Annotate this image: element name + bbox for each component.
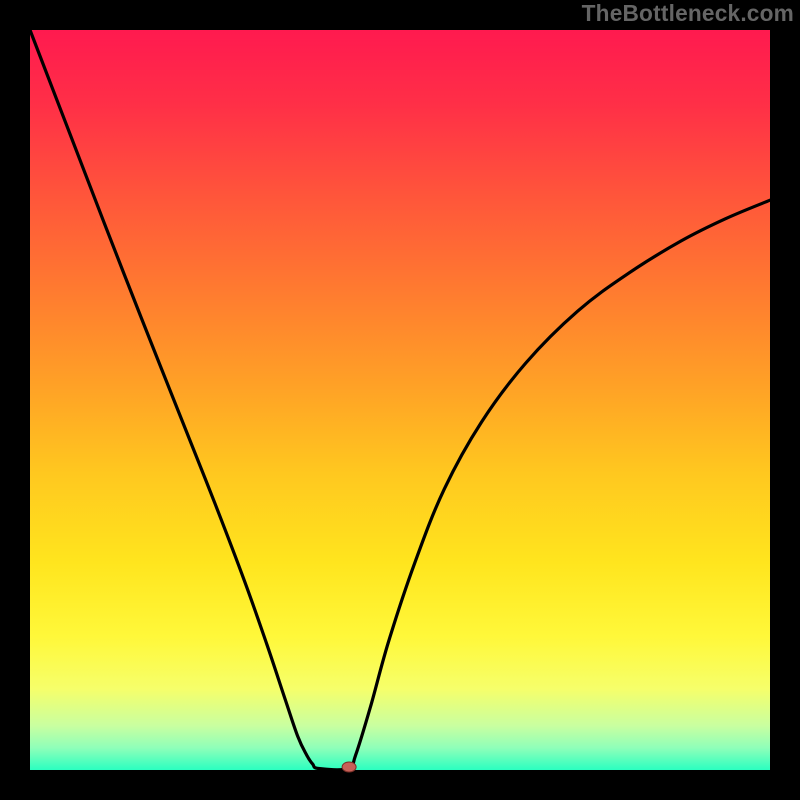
curve-path — [30, 30, 770, 770]
chart-frame: TheBottleneck.com — [0, 0, 800, 800]
bottleneck-curve — [30, 30, 770, 770]
plot-area — [30, 30, 770, 770]
watermark-text: TheBottleneck.com — [582, 0, 794, 27]
current-config-marker — [342, 761, 357, 772]
